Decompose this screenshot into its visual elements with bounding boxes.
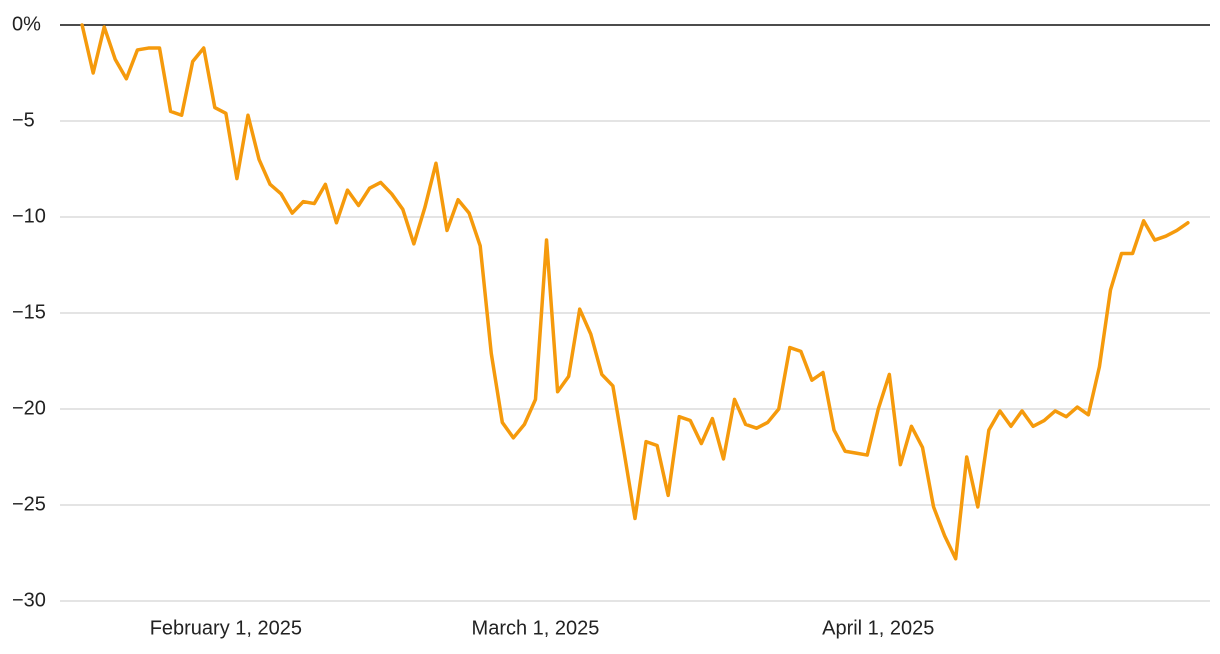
y-tick-label: −20: [12, 397, 46, 419]
y-tick-label: −30: [12, 589, 46, 611]
x-tick-label: March 1, 2025: [472, 617, 600, 639]
data-line: [80, 23, 1190, 561]
y-tick-label: −25: [12, 493, 46, 515]
x-tick-label: April 1, 2025: [822, 617, 934, 639]
y-tick-label: −10: [12, 205, 46, 227]
y-tick-label: 0%: [12, 13, 41, 35]
y-tick-label: −5: [12, 109, 35, 131]
y-tick-label: −15: [12, 301, 46, 323]
x-tick-label: February 1, 2025: [150, 617, 302, 639]
